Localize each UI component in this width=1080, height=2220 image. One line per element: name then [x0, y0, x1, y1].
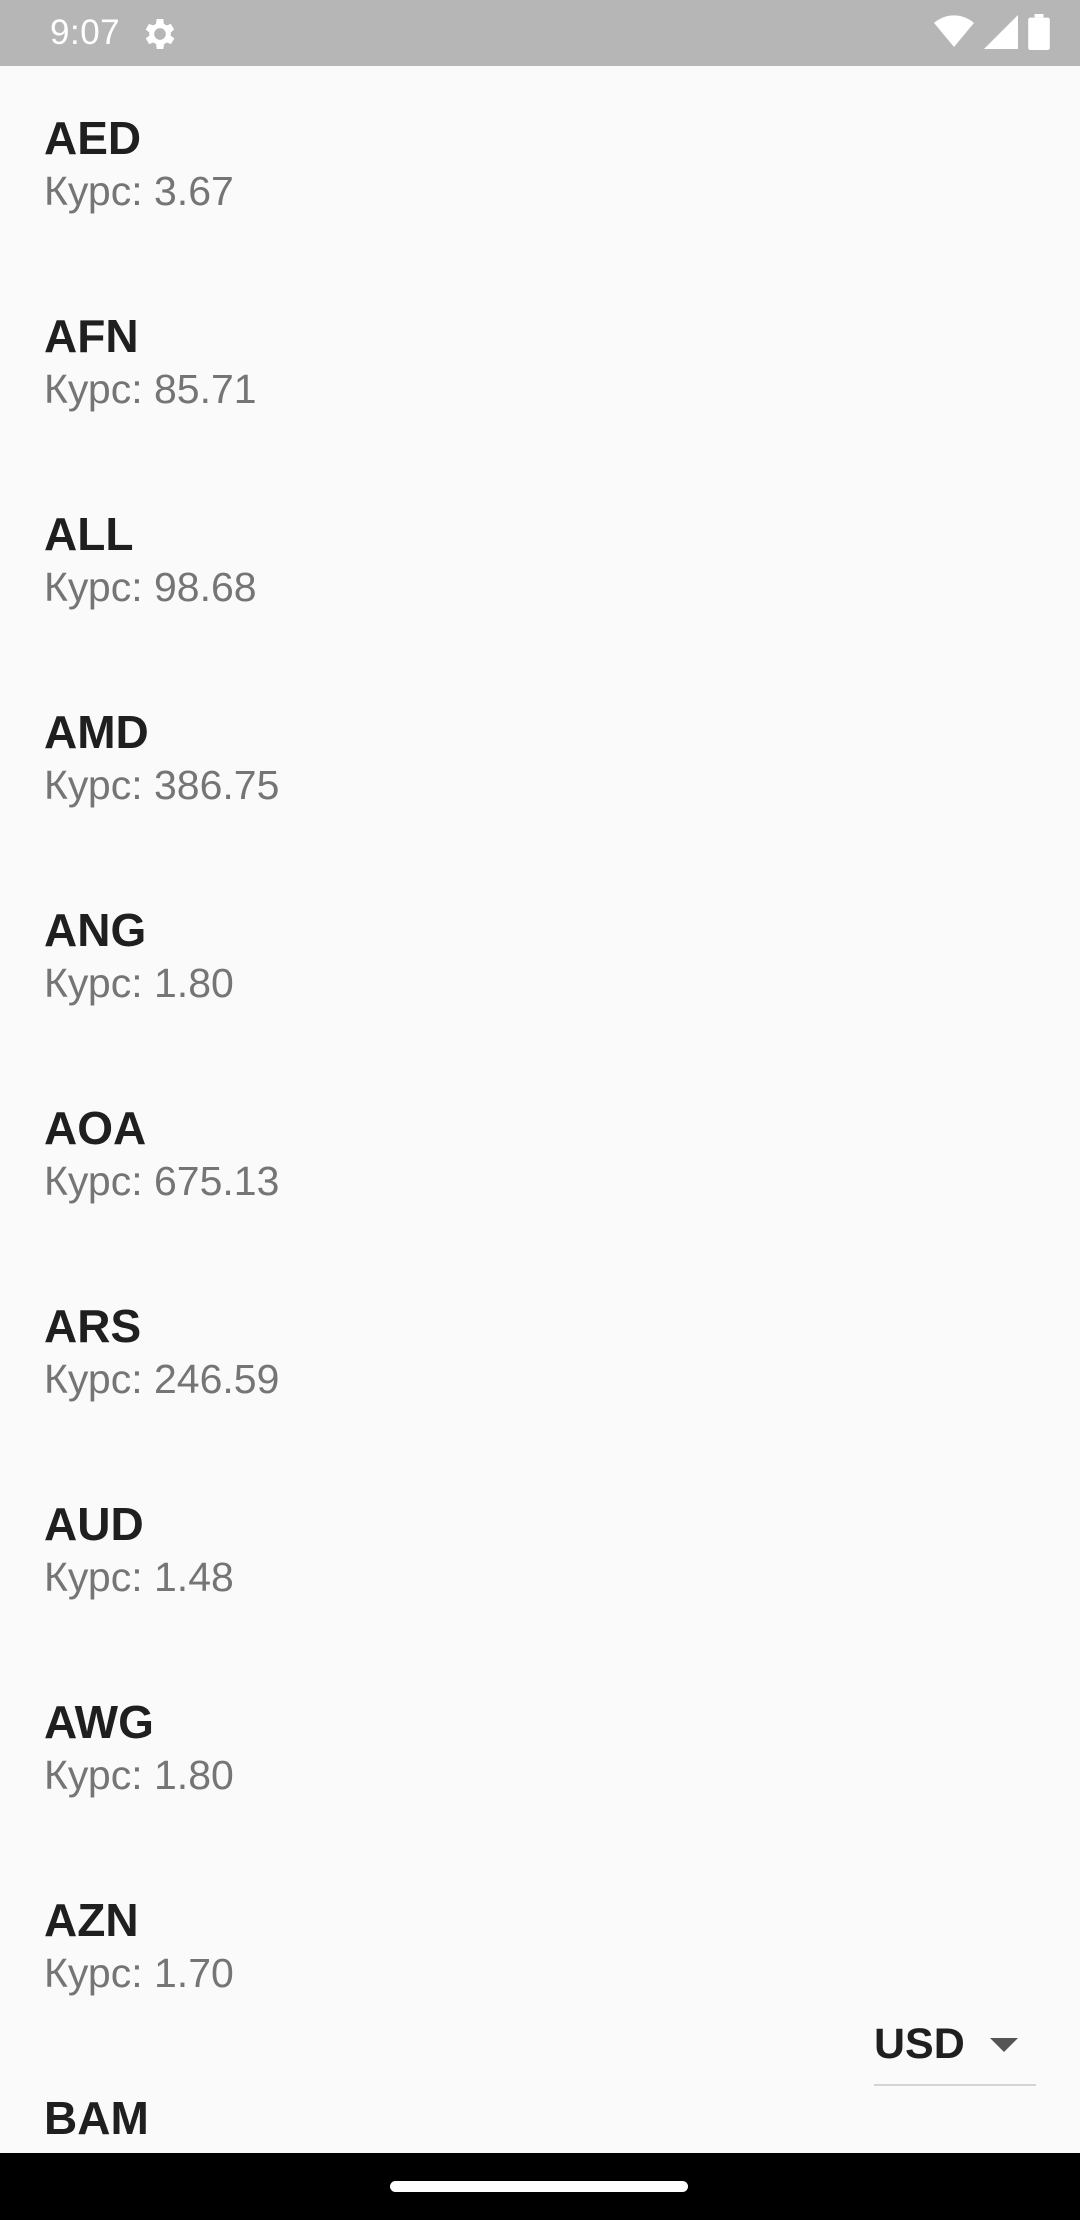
- currency-code: BAM: [44, 2092, 149, 2144]
- list-item[interactable]: AZN Курс: 1.70: [0, 1848, 1080, 2046]
- list-item[interactable]: AWG Курс: 1.80: [0, 1650, 1080, 1848]
- currency-rate-list[interactable]: AED Курс: 3.67 AFN Курс: 85.71 ALL Курс:…: [0, 66, 1080, 2153]
- base-currency-dropdown[interactable]: USD: [874, 2014, 1036, 2086]
- home-handle[interactable]: [390, 2181, 688, 2192]
- list-item[interactable]: AFN Курс: 85.71: [0, 264, 1080, 462]
- currency-code: ANG: [44, 904, 147, 956]
- currency-code: AOA: [44, 1102, 147, 1154]
- currency-code: AED: [44, 112, 142, 164]
- currency-code: AWG: [44, 1696, 154, 1748]
- status-icons: [934, 13, 1050, 55]
- currency-code: AUD: [44, 1498, 144, 1550]
- currency-code: AMD: [44, 706, 149, 758]
- list-item[interactable]: ARS Курс: 246.59: [0, 1254, 1080, 1452]
- dropdown-arrow-icon: [990, 2038, 1018, 2052]
- list-item[interactable]: ALL Курс: 98.68: [0, 462, 1080, 660]
- wifi-icon: [934, 14, 974, 54]
- list-item[interactable]: BAM: [0, 2046, 1080, 2153]
- currency-rate: Курс: 675.13: [44, 1158, 280, 1204]
- battery-icon: [1028, 13, 1050, 55]
- list-item[interactable]: AED Курс: 3.67: [0, 66, 1080, 264]
- list-item[interactable]: AUD Курс: 1.48: [0, 1452, 1080, 1650]
- cell-signal-icon: [984, 14, 1018, 54]
- currency-code: ARS: [44, 1300, 142, 1352]
- base-currency-value: USD: [874, 2020, 965, 2068]
- list-item[interactable]: AMD Курс: 386.75: [0, 660, 1080, 858]
- navigation-bar: [0, 2153, 1080, 2220]
- currency-rate: Курс: 1.70: [44, 1950, 234, 1996]
- currency-rate: Курс: 98.68: [44, 564, 257, 610]
- currency-code: ALL: [44, 508, 134, 560]
- currency-code: AZN: [44, 1894, 139, 1946]
- currency-rate: Курс: 386.75: [44, 762, 280, 808]
- currency-rate: Курс: 1.80: [44, 960, 234, 1006]
- list-item[interactable]: AOA Курс: 675.13: [0, 1056, 1080, 1254]
- currency-rate: Курс: 246.59: [44, 1356, 280, 1402]
- status-bar: 9:07: [0, 0, 1080, 66]
- currency-rate: Курс: 1.48: [44, 1554, 234, 1600]
- list-item[interactable]: ANG Курс: 1.80: [0, 858, 1080, 1056]
- status-time: 9:07: [50, 13, 121, 52]
- currency-rate: Курс: 85.71: [44, 366, 257, 412]
- settings-gear-icon: [140, 14, 180, 54]
- currency-rate: Курс: 1.80: [44, 1752, 234, 1798]
- currency-rate: Курс: 3.67: [44, 168, 234, 214]
- currency-code: AFN: [44, 310, 139, 362]
